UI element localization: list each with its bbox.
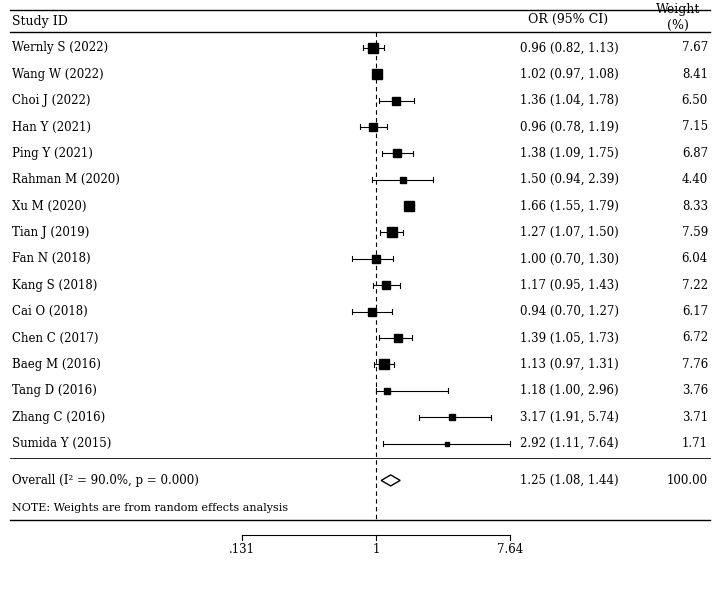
Text: 1.00 (0.70, 1.30): 1.00 (0.70, 1.30) [520,252,619,265]
Text: Han Y (2021): Han Y (2021) [12,120,91,133]
Text: 6.87: 6.87 [682,147,708,160]
Text: Study ID: Study ID [12,14,68,27]
Text: Wernly S (2022): Wernly S (2022) [12,41,108,54]
Text: 1.71: 1.71 [682,437,708,450]
Text: 7.15: 7.15 [682,120,708,133]
Text: 1.36 (1.04, 1.78): 1.36 (1.04, 1.78) [520,94,619,107]
Text: 100.00: 100.00 [667,474,708,487]
Text: Choi J (2022): Choi J (2022) [12,94,91,107]
Text: Sumida Y (2015): Sumida Y (2015) [12,437,111,450]
Text: 1.17 (0.95, 1.43): 1.17 (0.95, 1.43) [520,279,619,292]
Text: 0.96 (0.78, 1.19): 0.96 (0.78, 1.19) [520,120,619,133]
Text: Kang S (2018): Kang S (2018) [12,279,97,292]
Text: 1.38 (1.09, 1.75): 1.38 (1.09, 1.75) [520,147,619,160]
Text: 1.13 (0.97, 1.31): 1.13 (0.97, 1.31) [520,358,619,371]
Text: 0.96 (0.82, 1.13): 0.96 (0.82, 1.13) [520,41,619,54]
Text: 7.59: 7.59 [682,226,708,239]
Text: 6.72: 6.72 [682,332,708,345]
Text: 1.25 (1.08, 1.44): 1.25 (1.08, 1.44) [520,474,618,487]
Text: OR (95% CI): OR (95% CI) [528,12,608,25]
Text: 8.33: 8.33 [682,200,708,213]
Text: 3.76: 3.76 [682,384,708,397]
Text: Tang D (2016): Tang D (2016) [12,384,97,397]
Text: Zhang C (2016): Zhang C (2016) [12,411,105,424]
Polygon shape [381,475,400,486]
Text: 7.76: 7.76 [682,358,708,371]
Text: 3.17 (1.91, 5.74): 3.17 (1.91, 5.74) [520,411,619,424]
Text: .131: .131 [229,543,255,556]
Text: 6.04: 6.04 [682,252,708,265]
Text: 0.94 (0.70, 1.27): 0.94 (0.70, 1.27) [520,305,619,318]
Text: 6.17: 6.17 [682,305,708,318]
Text: Ping Y (2021): Ping Y (2021) [12,147,93,160]
Text: Cai O (2018): Cai O (2018) [12,305,88,318]
Text: Chen C (2017): Chen C (2017) [12,332,99,345]
Text: 3.71: 3.71 [682,411,708,424]
Text: Xu M (2020): Xu M (2020) [12,200,86,213]
Text: 2.92 (1.11, 7.64): 2.92 (1.11, 7.64) [520,437,618,450]
Text: Fan N (2018): Fan N (2018) [12,252,91,265]
Text: Rahman M (2020): Rahman M (2020) [12,173,120,186]
Text: 7.64: 7.64 [497,543,523,556]
Text: 1: 1 [372,543,380,556]
Text: 7.22: 7.22 [682,279,708,292]
Text: NOTE: Weights are from random effects analysis: NOTE: Weights are from random effects an… [12,503,288,513]
Text: 1.66 (1.55, 1.79): 1.66 (1.55, 1.79) [520,200,619,213]
Text: Weight
(%): Weight (%) [656,2,700,31]
Text: Wang W (2022): Wang W (2022) [12,67,104,81]
Text: 1.39 (1.05, 1.73): 1.39 (1.05, 1.73) [520,332,619,345]
Text: Overall (I² = 90.0%, p = 0.000): Overall (I² = 90.0%, p = 0.000) [12,474,199,487]
Text: Baeg M (2016): Baeg M (2016) [12,358,101,371]
Text: 4.40: 4.40 [682,173,708,186]
Text: 1.27 (1.07, 1.50): 1.27 (1.07, 1.50) [520,226,619,239]
Text: 1.18 (1.00, 2.96): 1.18 (1.00, 2.96) [520,384,618,397]
Text: 1.02 (0.97, 1.08): 1.02 (0.97, 1.08) [520,67,619,81]
Text: 7.67: 7.67 [682,41,708,54]
Text: 6.50: 6.50 [682,94,708,107]
Text: Tian J (2019): Tian J (2019) [12,226,89,239]
Text: 8.41: 8.41 [682,67,708,81]
Text: 1.50 (0.94, 2.39): 1.50 (0.94, 2.39) [520,173,619,186]
